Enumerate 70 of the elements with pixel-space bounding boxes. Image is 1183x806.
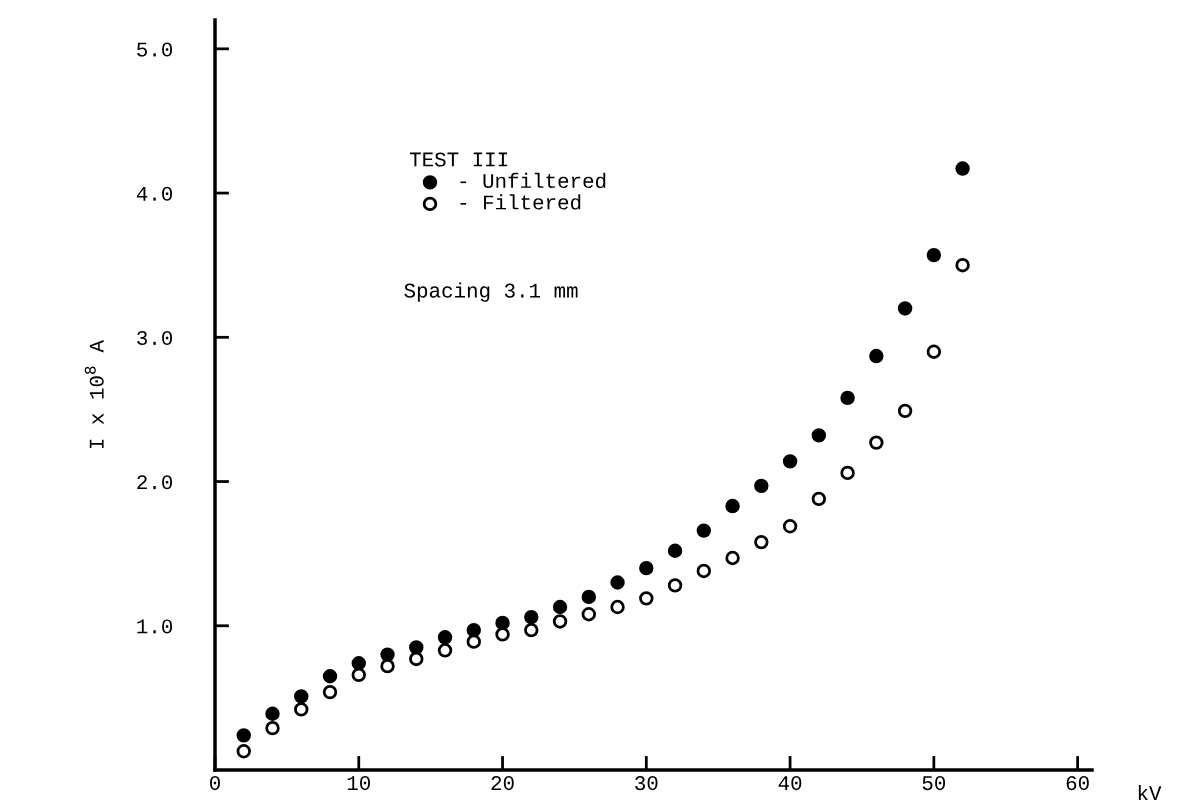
point [811,428,827,443]
point [610,575,625,590]
point [926,344,942,359]
x-tick-label: 10 [347,776,370,791]
point [754,534,769,550]
point [955,257,970,273]
point [265,706,280,721]
y-tick-label: 5.0 [137,42,173,57]
point [466,622,481,638]
point [294,702,309,717]
point [495,615,510,631]
y-axis-title: I x 10$^{8}$ A [84,340,104,449]
point [409,640,424,655]
point [236,744,251,759]
point [897,301,913,316]
point [869,348,884,364]
point [581,607,596,622]
point [294,689,309,704]
point [754,478,769,494]
point [552,614,568,629]
point [552,599,568,615]
point [437,643,453,658]
point [610,599,625,615]
point [380,647,395,662]
point [409,651,424,667]
point [696,563,712,579]
point [725,498,740,514]
x-tick-label: 20 [491,776,514,791]
legend-label: - Unfiltered [460,172,606,189]
point [840,465,855,481]
point [322,684,338,700]
point [236,728,251,743]
y-tick-label: 2.0 [137,475,173,490]
point [667,578,683,593]
point [782,454,798,469]
legend-label: - Filtered [460,194,581,210]
point [380,658,395,674]
x-tick-label: 50 [922,776,946,791]
y-tick-label: 4.0 [136,186,173,201]
point [581,589,596,605]
legend-title: TEST III [409,152,508,167]
point [351,667,366,683]
x-tick-label: 60 [1066,776,1089,791]
point [524,609,539,625]
x-tick-label: 30 [635,776,658,791]
point [351,656,366,671]
point [639,591,654,606]
point [782,519,798,534]
point [495,627,510,642]
x-tick-label: 0 [210,776,220,791]
point [667,543,683,558]
point [725,550,740,566]
point [639,560,654,576]
y-tick-label: 1.0 [137,619,173,634]
point [696,523,712,538]
point [466,634,481,649]
point [265,720,280,736]
point [322,669,338,684]
point [840,390,855,406]
point [897,403,913,419]
x-tick-label: 40 [778,776,802,791]
point [437,630,453,645]
point [869,435,884,450]
point [955,161,970,176]
y-tick-label: 3.0 [137,330,173,346]
point [811,491,827,507]
annotation: Spacing 3.1 mm [404,282,578,302]
point [524,622,539,638]
x-axis-title: kV [1138,785,1162,801]
point [926,247,942,263]
